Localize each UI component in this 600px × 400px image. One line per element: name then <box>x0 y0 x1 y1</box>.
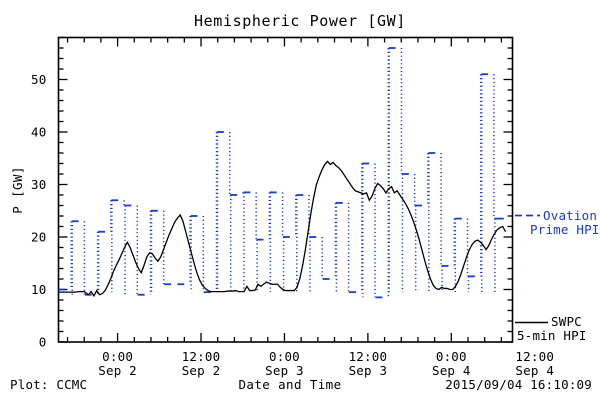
x-tick-label-time: 0:00 <box>269 349 300 364</box>
footer-timestamp: 2015/09/04 16:10:09 <box>445 377 592 392</box>
x-tick-label-date: Sep 3 <box>265 363 304 378</box>
swpc-hpi-trace <box>58 160 507 298</box>
legend: Ovation Prime HPI SWPC 5-min HPI <box>515 208 600 343</box>
series-swpc-5min-hpi <box>58 160 507 298</box>
x-tick-label-date: Sep 4 <box>432 363 471 378</box>
x-tick-label-time: 0:00 <box>436 349 467 364</box>
x-tick-label-date: Sep 3 <box>349 363 388 378</box>
footer-plot-source: Plot: CCMC <box>10 377 87 392</box>
y-axis-ticks <box>58 36 513 343</box>
x-tick-label-time: 12:00 <box>515 349 554 364</box>
legend-label-swpc-line2: 5-min HPI <box>517 328 587 343</box>
y-tick-label: 20 <box>31 230 46 245</box>
x-tick-label-time: 12:00 <box>182 349 221 364</box>
legend-label-ovation-line1: Ovation <box>543 208 597 223</box>
plot-frame <box>57 36 514 343</box>
y-tick-label: 30 <box>31 177 46 192</box>
series-ovation-prime-hpi <box>58 47 513 299</box>
x-tick-label-date: Sep 4 <box>515 363 554 378</box>
y-tick-label: 40 <box>31 125 46 140</box>
x-tick-label-date: Sep 2 <box>182 363 221 378</box>
y-axis-tick-labels: 0 10 20 30 40 50 <box>31 72 46 350</box>
x-tick-label-date: Sep 2 <box>98 363 137 378</box>
y-tick-label: 0 <box>39 335 47 350</box>
x-axis-ticks <box>66 37 503 342</box>
x-axis-label: Date and Time <box>238 377 341 392</box>
legend-label-ovation-line2: Prime HPI <box>530 222 600 237</box>
y-tick-label: 10 <box>31 282 46 297</box>
y-axis-label: P [GW] <box>10 166 25 214</box>
x-tick-label-time: 0:00 <box>102 349 133 364</box>
x-tick-label-time: 12:00 <box>349 349 388 364</box>
y-tick-label: 50 <box>31 72 46 87</box>
chart-title: Hemispheric Power [GW] <box>194 12 406 30</box>
legend-label-swpc-line1: SWPC <box>551 314 582 329</box>
